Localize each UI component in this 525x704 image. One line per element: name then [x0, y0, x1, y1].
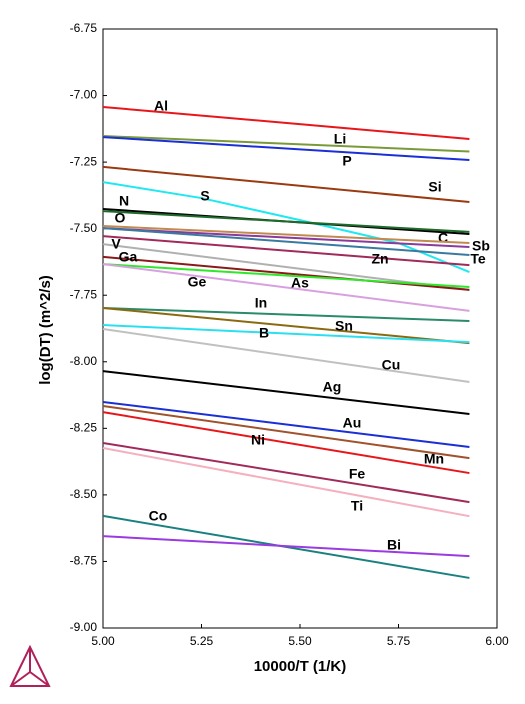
series-label: Sb [472, 238, 490, 254]
y-tick-label: -8.75 [70, 554, 98, 568]
y-axis-title: log(DT) (m^2/s) [37, 275, 54, 385]
series-line [102, 106, 470, 140]
y-tick-label: -8.50 [70, 487, 98, 501]
series-line [102, 307, 470, 323]
series-line [102, 227, 470, 257]
series-label: As [291, 275, 309, 291]
series-label: Ti [351, 498, 363, 514]
series-line [102, 328, 470, 384]
x-axis-title: 10000/T (1/K) [254, 658, 347, 675]
series-label: P [342, 153, 351, 169]
series-line [102, 535, 470, 558]
series-label: Ag [323, 379, 342, 395]
series-label: Cu [382, 357, 401, 373]
series-line [102, 181, 470, 273]
series-label: Si [428, 179, 441, 195]
y-tick-label: -7.75 [70, 287, 98, 301]
series-label: Ni [251, 432, 265, 448]
y-tick-label: -6.75 [70, 21, 98, 35]
y-tick-label: -8.00 [70, 354, 98, 368]
series-line [102, 400, 470, 448]
series-label: Sn [335, 318, 353, 334]
series-line [102, 136, 470, 161]
x-tick-label: 5.25 [190, 634, 214, 648]
series-label: S [200, 188, 209, 204]
series-line [102, 263, 470, 288]
logo [9, 644, 51, 687]
series-line [102, 165, 470, 204]
x-tick-label: 5.50 [288, 634, 312, 648]
series-label: Li [334, 131, 346, 147]
y-tick-label: -7.00 [70, 88, 98, 102]
series-line [102, 235, 470, 267]
series-label: Al [154, 98, 168, 114]
series-label: Fe [349, 466, 366, 482]
series-line [102, 447, 470, 518]
series-label: Bi [387, 537, 401, 553]
series-label: C [438, 230, 448, 246]
x-tick-label: 5.00 [91, 634, 115, 648]
series-label: Mn [424, 451, 444, 467]
series-label: Te [470, 251, 486, 267]
series-line [102, 324, 470, 344]
series-line [102, 255, 470, 291]
series-label: O [115, 210, 126, 226]
series-line [102, 263, 470, 312]
series-line [102, 404, 470, 460]
series-line [102, 227, 470, 249]
x-tick-label: 5.75 [387, 634, 411, 648]
series-line [102, 210, 470, 233]
series-line [102, 135, 470, 153]
series-label: Co [149, 508, 168, 524]
series-label: N [119, 193, 129, 209]
series-line [102, 370, 470, 415]
x-tick-label: 6.00 [485, 634, 509, 648]
series-label: Zn [371, 251, 388, 267]
series-label: In [255, 295, 267, 311]
y-tick-label: -7.25 [70, 154, 98, 168]
y-tick-label: -7.50 [70, 221, 98, 235]
series-line [102, 307, 470, 345]
series-label: Au [343, 415, 362, 431]
series-line [102, 441, 470, 504]
series-line [102, 411, 470, 475]
y-tick-label: -9.00 [70, 620, 98, 634]
series-line [102, 225, 470, 245]
series-label: B [259, 325, 269, 341]
series-label: Ga [119, 249, 138, 265]
y-tick-label: -8.25 [70, 421, 98, 435]
series-label: V [111, 236, 121, 252]
